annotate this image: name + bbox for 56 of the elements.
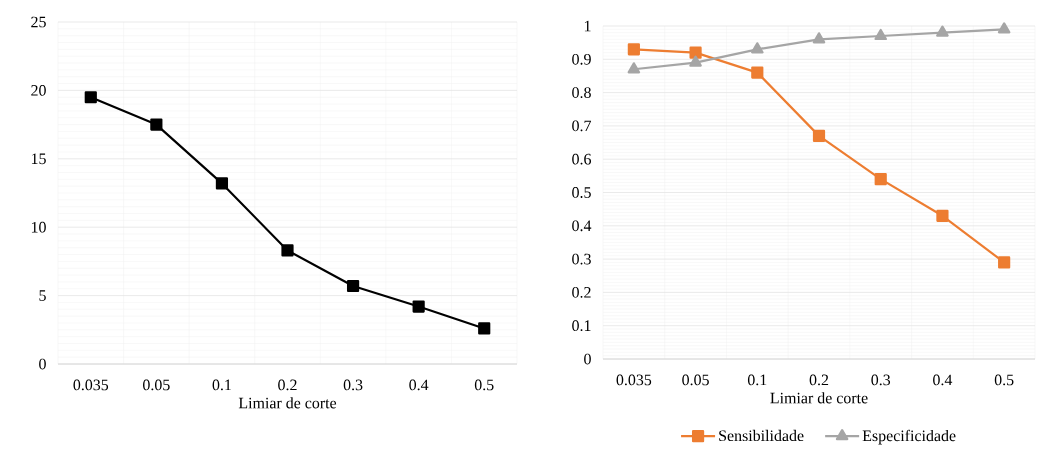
point: [150, 118, 163, 131]
point: [84, 91, 97, 104]
point: [812, 32, 826, 44]
x-tick-label: 0.2: [278, 379, 297, 391]
y-tick-label: 0.9: [572, 53, 591, 65]
point: [812, 129, 826, 142]
y-tick-label: 0: [584, 353, 591, 365]
x-tick-label: 0.3: [343, 379, 363, 391]
x-tick-label: 0.05: [682, 374, 709, 386]
y-tick-label: 0: [39, 358, 46, 370]
point: [998, 256, 1011, 269]
x-axis-title: Limiar de corte: [238, 397, 337, 409]
point: [874, 28, 888, 41]
point: [874, 173, 887, 186]
x-tick-label: 0.035: [73, 379, 109, 391]
x-tick-label: 0.05: [143, 379, 170, 391]
y-tick-label: 15: [31, 153, 46, 165]
y-tick-label: 0.5: [572, 187, 591, 198]
x-tick-label: 0.1: [212, 379, 231, 391]
y-tick-label: 0.6: [572, 153, 592, 165]
x-tick-label: 0.4: [933, 374, 953, 386]
y-tick-label: 0.3: [572, 253, 591, 265]
point: [627, 43, 640, 56]
y-tick-label: 25: [31, 16, 46, 28]
legend-label: Especificidade: [862, 429, 956, 445]
y-tick-label: 0.7: [572, 120, 592, 132]
x-tick-label: 0.1: [747, 374, 767, 386]
y-tick-label: 0.1: [572, 320, 591, 332]
x-tick-label: 0.5: [474, 379, 494, 391]
point: [689, 55, 702, 67]
point: [936, 25, 949, 37]
point: [751, 66, 764, 79]
point: [627, 62, 641, 74]
point: [215, 177, 229, 190]
point: [281, 244, 294, 257]
x-tick-label: 0.3: [871, 374, 891, 386]
y-tick-label: 1: [584, 20, 591, 32]
x-tick-label: 0.5: [994, 374, 1014, 386]
y-tick-label: 0.4: [572, 220, 592, 232]
point: [936, 209, 949, 222]
point: [751, 42, 764, 54]
y-tick-label: 10: [31, 221, 46, 233]
x-tick-label: 0.4: [409, 379, 429, 391]
point: [997, 22, 1011, 34]
point: [689, 46, 702, 59]
y-tick-label: 5: [39, 290, 46, 301]
y-tick-label: 0.2: [572, 286, 591, 298]
point: [346, 279, 360, 293]
point: [478, 322, 491, 335]
x-tick-label: 0.2: [809, 374, 829, 386]
x-tick-label: 0.035: [616, 374, 652, 386]
x-axis-title: Limiar de corte: [770, 392, 868, 404]
point: [412, 300, 425, 313]
y-tick-label: 0.8: [572, 87, 591, 98]
legend-label: Sensibilidade: [719, 429, 804, 442]
y-tick-label: 20: [31, 85, 46, 96]
